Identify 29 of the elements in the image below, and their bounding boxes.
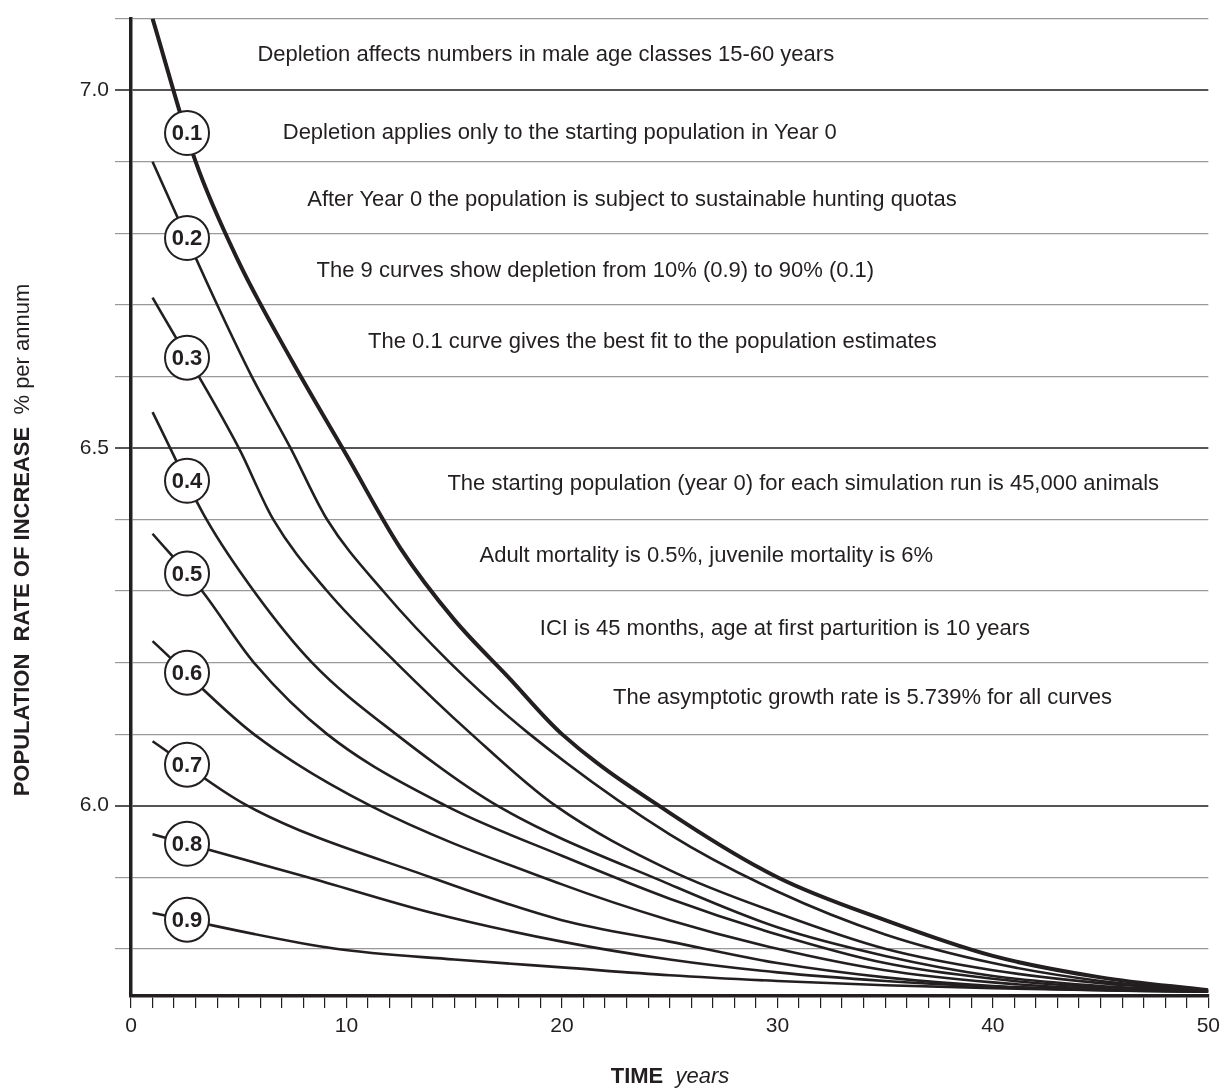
- annotation: The 0.1 curve gives the best fit to the population estimates: [368, 328, 937, 354]
- series-label: 0.4: [171, 467, 204, 493]
- annotation: The starting population (year 0) for each simulation run is 45,000 animals: [447, 469, 1160, 495]
- x-tick-label: 20: [550, 1013, 574, 1037]
- y-tick-label: 6.5: [79, 434, 109, 458]
- x-tick-label: 40: [981, 1013, 1005, 1037]
- series-label: 0.2: [171, 225, 203, 251]
- annotation: ICI is 45 months, age at first parturition is 10 years: [539, 614, 1031, 640]
- series-label: 0.3: [171, 344, 203, 370]
- x-tick-label: 50: [1196, 1013, 1220, 1037]
- annotation: Depletion applies only to the starting population in Year 0: [282, 119, 837, 145]
- x-axis-title: TIME years: [610, 1063, 730, 1088]
- series-label: 0.9: [171, 906, 203, 932]
- x-tick-label: 30: [765, 1013, 790, 1037]
- annotation: Depletion affects numbers in male age classes 15-60 years: [257, 40, 835, 66]
- annotation: The asymptotic growth rate is 5.739% for all curves: [613, 683, 1112, 709]
- annotation: After Year 0 the population is subject to sustainable hunting quotas: [307, 186, 957, 212]
- series-label: 0.5: [171, 560, 203, 586]
- series-label: 0.8: [171, 830, 203, 856]
- x-tick-label: 0: [125, 1013, 137, 1037]
- series-label: 0.7: [171, 751, 203, 777]
- annotation: Adult mortality is 0.5%, juvenile mortality is 6%: [479, 542, 934, 568]
- y-axis-title: POPULATION RATE OF INCREASE % per annum: [9, 283, 34, 797]
- y-tick-label: 6.0: [79, 792, 109, 816]
- y-tick-label: 7.0: [79, 76, 109, 100]
- annotation: The 9 curves show depletion from 10% (0.9) to 90% (0.1): [316, 256, 875, 282]
- x-tick-label: 10: [334, 1013, 359, 1037]
- series-label: 0.1: [171, 120, 203, 146]
- series-label: 0.6: [171, 659, 203, 685]
